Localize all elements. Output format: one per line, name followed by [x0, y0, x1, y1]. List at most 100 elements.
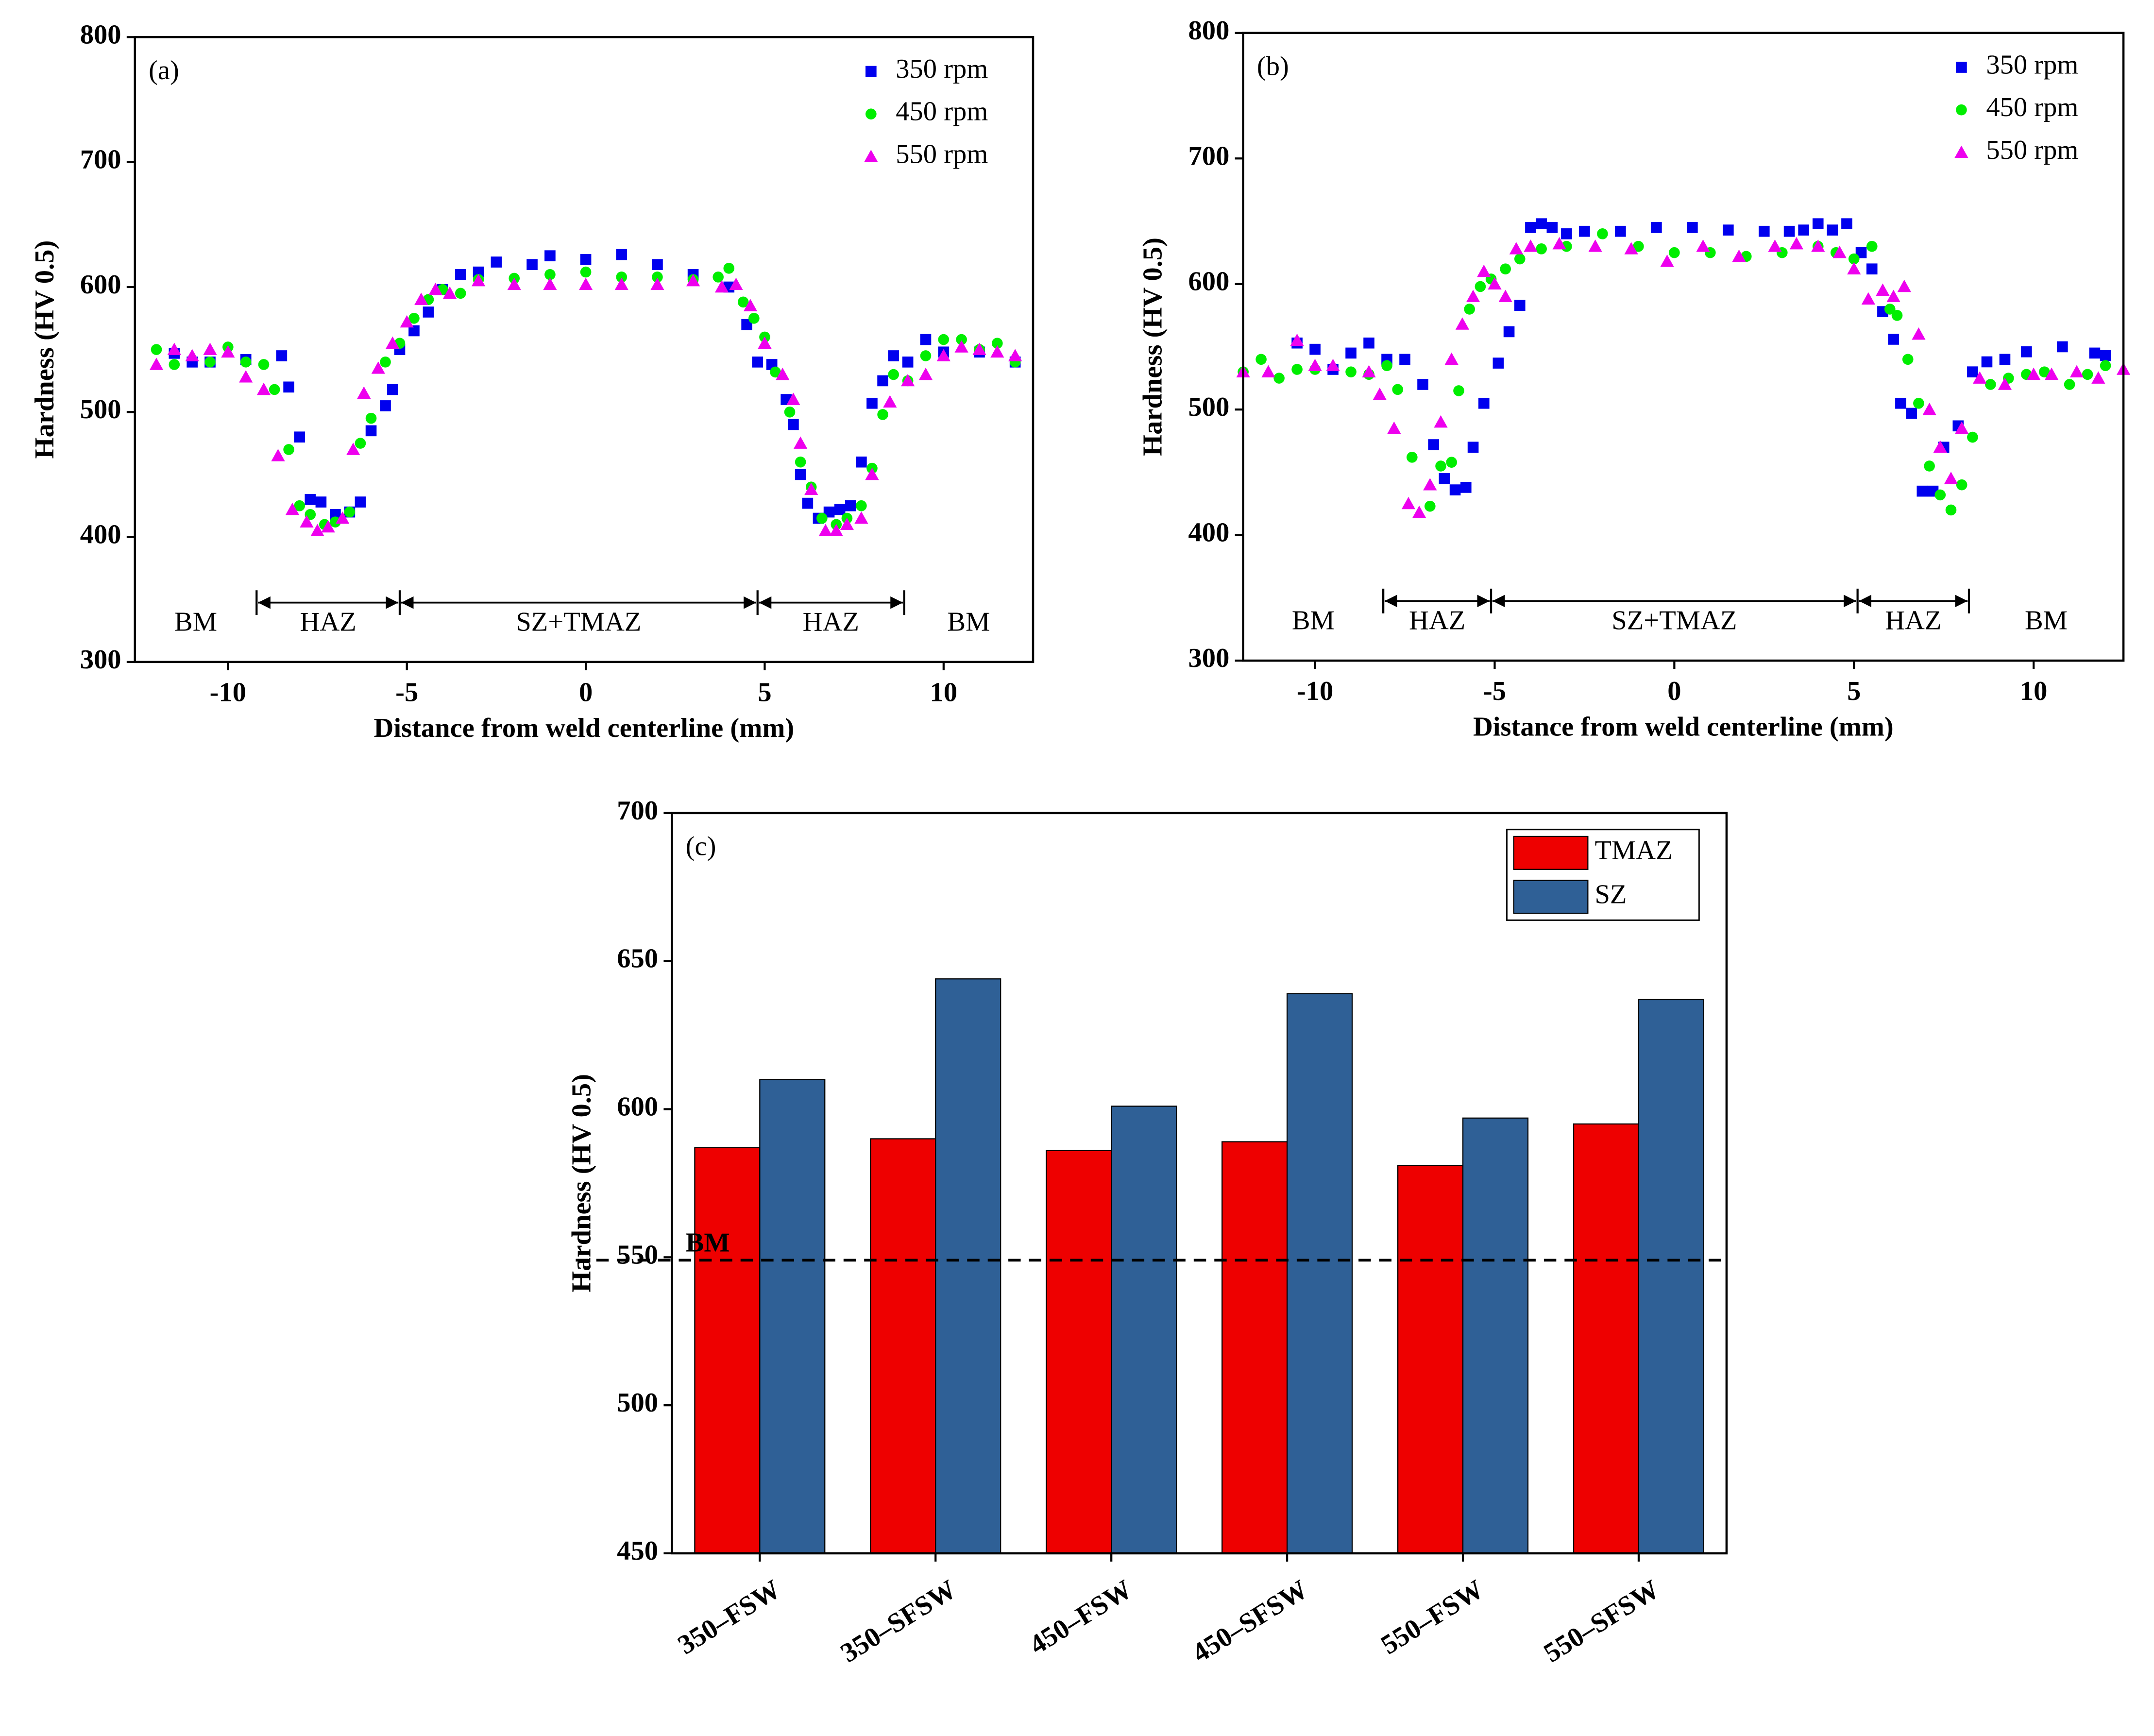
point: [1514, 253, 1526, 265]
point: [1449, 484, 1461, 495]
point: [1503, 326, 1515, 338]
point: [1493, 357, 1504, 369]
legend-label: 350 rpm: [896, 54, 988, 84]
point: [784, 406, 796, 418]
point: [294, 431, 305, 443]
point: [1798, 224, 1809, 236]
point: [580, 266, 592, 278]
point: [1924, 460, 1935, 472]
point: [471, 273, 486, 287]
point: [865, 108, 877, 119]
point: [1891, 310, 1903, 321]
point: [865, 467, 879, 480]
point: [1261, 365, 1275, 377]
point: [258, 359, 270, 370]
point: [151, 344, 162, 355]
point: [816, 512, 828, 524]
point: [1446, 457, 1458, 468]
point: [1524, 239, 1538, 252]
zone-label: BM: [174, 607, 217, 637]
panel-label: (c): [686, 831, 716, 861]
panel-label: (b): [1257, 51, 1289, 81]
point: [1888, 334, 1899, 345]
point: [185, 349, 199, 361]
point: [1985, 379, 1996, 390]
point: [1373, 388, 1387, 400]
point: [1255, 354, 1267, 365]
y-tick-label: 400: [80, 520, 121, 550]
point: [1488, 277, 1502, 290]
x-tick-label: 0: [579, 678, 593, 708]
y-tick-label: 700: [1188, 141, 1230, 171]
point: [1732, 249, 1746, 262]
point: [1827, 224, 1838, 236]
point: [1956, 62, 1967, 73]
y-tick-label: 800: [80, 19, 121, 50]
point: [1789, 237, 1804, 250]
point: [1477, 264, 1491, 277]
y-tick-label: 600: [1188, 267, 1230, 297]
point: [1363, 337, 1374, 349]
bar: [935, 978, 1001, 1554]
point: [854, 511, 868, 524]
point: [380, 400, 391, 411]
point: [365, 412, 377, 424]
point: [1783, 225, 1795, 237]
point: [544, 269, 556, 280]
point: [315, 496, 327, 508]
legend-label: SZ: [1594, 879, 1627, 909]
point: [423, 306, 434, 318]
point: [1861, 292, 1875, 305]
point: [1475, 281, 1486, 292]
point: [1967, 431, 1978, 443]
point: [802, 497, 814, 509]
zone-label: BM: [2025, 605, 2068, 635]
point: [1934, 489, 1946, 501]
x-axis-title: Distance from weld centerline (mm): [1473, 712, 1894, 742]
point: [300, 515, 314, 528]
point: [1434, 415, 1448, 428]
point: [1579, 225, 1590, 237]
point: [1768, 239, 1782, 252]
panel-label: (a): [149, 55, 179, 85]
point: [2069, 365, 2084, 377]
point: [1956, 479, 1967, 491]
point: [2057, 341, 2068, 353]
point: [1588, 239, 1602, 252]
point: [888, 369, 899, 380]
y-tick-label: 700: [80, 145, 121, 175]
point: [1525, 222, 1536, 233]
point: [526, 259, 538, 270]
legend-label: 550 rpm: [1986, 135, 2078, 165]
point: [1326, 358, 1340, 372]
point: [1687, 222, 1698, 233]
point: [1460, 482, 1472, 493]
point: [920, 350, 932, 361]
y-tick-label: 800: [1188, 16, 1230, 46]
bar: [1462, 1117, 1529, 1554]
plot-frame: [134, 36, 1035, 664]
y-axis-title: Hardness (HV 0.5): [30, 240, 60, 459]
point: [1399, 354, 1410, 365]
point: [729, 277, 743, 290]
point: [580, 254, 592, 265]
point: [169, 359, 180, 370]
y-tick-label: 400: [1188, 518, 1230, 548]
point: [1886, 289, 1900, 302]
point: [1509, 242, 1523, 255]
legend-label: TMAZ: [1594, 835, 1672, 866]
point: [823, 506, 835, 518]
point: [920, 334, 932, 345]
bar: [1286, 993, 1353, 1554]
x-tick-label: 0: [1667, 676, 1681, 706]
point: [578, 277, 593, 290]
y-tick-label: 650: [617, 944, 658, 974]
point: [650, 277, 664, 290]
point: [714, 280, 729, 293]
point: [1723, 224, 1734, 236]
point: [1417, 379, 1428, 390]
point: [1425, 500, 1436, 512]
point: [1906, 408, 1917, 419]
point: [1651, 222, 1662, 233]
point: [283, 381, 294, 393]
